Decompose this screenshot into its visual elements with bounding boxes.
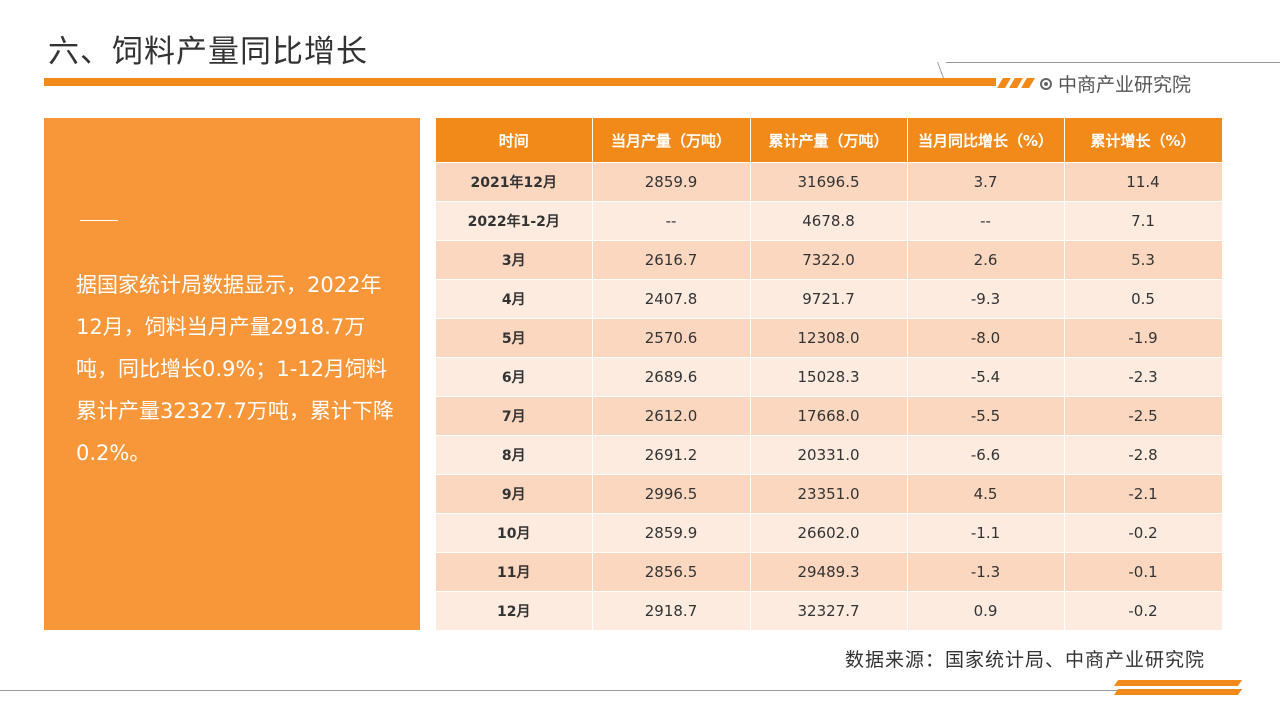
header-divider-line [946,62,1280,63]
table-cell: 2407.8 [592,279,751,319]
table-cell: 2616.7 [592,240,751,280]
table-time-cell: 2021年12月 [436,162,593,202]
table-header-cell: 当月同比增长（%） [907,118,1065,163]
table-row: 11月 2856.5 29489.3 -1.3 -0.1 [436,552,1223,592]
summary-text: 据国家统计局数据显示，2022年12月，饲料当月产量2918.7万吨，同比增长0… [76,273,394,465]
table-cell: 7322.0 [750,240,908,280]
table-cell: -5.5 [907,396,1065,436]
brand-name: 中商产业研究院 [1058,74,1192,96]
page-title: 六、饲料产量同比增长 [48,34,368,70]
table-cell: -0.2 [1064,513,1223,553]
table-cell: 9721.7 [750,279,908,319]
table-cell: 2996.5 [592,474,751,514]
table-row: 2022年1-2月 -- 4678.8 -- 7.1 [436,201,1223,241]
table-cell: -2.5 [1064,396,1223,436]
table-cell: 11.4 [1064,162,1223,202]
table-header-row: 时间 当月产量（万吨） 累计产量（万吨） 当月同比增长（%） 累计增长（%） [436,118,1223,163]
table-header-cell: 累计增长（%） [1064,118,1223,163]
table-row: 5月 2570.6 12308.0 -8.0 -1.9 [436,318,1223,358]
summary-dash-decoration [80,220,118,221]
header-divider-slant [937,62,944,78]
ring-logo-icon [1040,77,1052,90]
brand-logo: 中商产业研究院 [1040,70,1191,97]
table-cell: 2856.5 [592,552,751,592]
table-cell: -0.1 [1064,552,1223,592]
table-cell: -9.3 [907,279,1065,319]
table-cell: -1.1 [907,513,1065,553]
feed-output-table: 时间 当月产量（万吨） 累计产量（万吨） 当月同比增长（%） 累计增长（%） 2021年… [436,118,1223,631]
table-cell: 2918.7 [592,591,751,631]
table-cell: 2691.2 [592,435,751,475]
table-cell: -6.6 [907,435,1065,475]
table-cell: -- [907,201,1065,241]
table-cell: 2612.0 [592,396,751,436]
table-cell: -0.2 [1064,591,1223,631]
table-cell: -2.3 [1064,357,1223,397]
table-cell: 0.5 [1064,279,1223,319]
table-time-cell: 11月 [436,552,593,592]
table-cell: 15028.3 [750,357,908,397]
table-cell: -2.1 [1064,474,1223,514]
table-row: 6月 2689.6 15028.3 -5.4 -2.3 [436,357,1223,397]
table-cell: 2689.6 [592,357,751,397]
table-cell: 0.9 [907,591,1065,631]
table-header-cell: 当月产量（万吨） [592,118,751,163]
table-row: 8月 2691.2 20331.0 -6.6 -2.8 [436,435,1223,475]
table-cell: 29489.3 [750,552,908,592]
table-time-cell: 7月 [436,396,593,436]
table-cell: 7.1 [1064,201,1223,241]
footer-divider-line [0,690,1226,691]
table-cell: 2570.6 [592,318,751,358]
table-time-cell: 5月 [436,318,593,358]
table-cell: 20331.0 [750,435,908,475]
table-cell: 2.6 [907,240,1065,280]
table-cell: -1.9 [1064,318,1223,358]
header-stripes-decoration [997,78,1035,88]
table-cell: -1.3 [907,552,1065,592]
table-time-cell: 6月 [436,357,593,397]
summary-panel: 据国家统计局数据显示，2022年12月，饲料当月产量2918.7万吨，同比增长0… [44,118,420,630]
table-cell: 32327.7 [750,591,908,631]
table-cell: -- [592,201,751,241]
table-time-cell: 10月 [436,513,593,553]
footer-stripes-decoration [1113,680,1243,695]
table-time-cell: 9月 [436,474,593,514]
table-cell: 4.5 [907,474,1065,514]
table-row: 2021年12月 2859.9 31696.5 3.7 11.4 [436,162,1223,202]
table-row: 10月 2859.9 26602.0 -1.1 -0.2 [436,513,1223,553]
table-time-cell: 12月 [436,591,593,631]
table-header-cell: 时间 [436,118,593,163]
table-cell: -2.8 [1064,435,1223,475]
table-cell: 4678.8 [750,201,908,241]
table-cell: 2859.9 [592,513,751,553]
table-cell: -5.4 [907,357,1065,397]
table-cell: 26602.0 [750,513,908,553]
table-row: 3月 2616.7 7322.0 2.6 5.3 [436,240,1223,280]
table-cell: 12308.0 [750,318,908,358]
table-time-cell: 3月 [436,240,593,280]
table-header-cell: 累计产量（万吨） [750,118,908,163]
table-time-cell: 8月 [436,435,593,475]
table-cell: 31696.5 [750,162,908,202]
table-cell: 17668.0 [750,396,908,436]
title-underline-bar [44,78,996,86]
table-time-cell: 2022年1-2月 [436,201,593,241]
table-row: 7月 2612.0 17668.0 -5.5 -2.5 [436,396,1223,436]
table-cell: 5.3 [1064,240,1223,280]
table-cell: 23351.0 [750,474,908,514]
table-cell: 3.7 [907,162,1065,202]
table-row: 4月 2407.8 9721.7 -9.3 0.5 [436,279,1223,319]
table-row: 9月 2996.5 23351.0 4.5 -2.1 [436,474,1223,514]
table-cell: -8.0 [907,318,1065,358]
table-cell: 2859.9 [592,162,751,202]
source-note: 数据来源：国家统计局、中商产业研究院 [845,649,1206,671]
table-time-cell: 4月 [436,279,593,319]
table-row: 12月 2918.7 32327.7 0.9 -0.2 [436,591,1223,631]
